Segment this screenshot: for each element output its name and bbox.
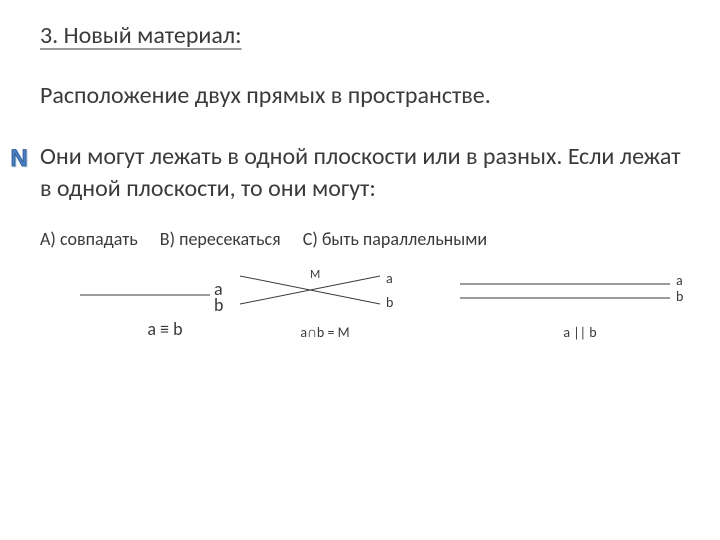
label-b: b <box>214 294 223 316</box>
section-heading: 3. Новый материал: <box>40 20 686 52</box>
options-list: А) совпадать В) пересекаться С) быть пар… <box>40 228 686 250</box>
option-c: С) быть параллельными <box>303 228 487 250</box>
bullet-letter-icon: N <box>4 143 32 171</box>
bullet-letter-shadow: N <box>10 145 27 172</box>
label-a-int: a <box>386 270 393 287</box>
diagram-intersect: M a b a∩b = M <box>240 272 410 341</box>
option-a: А) совпадать <box>40 228 138 250</box>
caption-intersect: a∩b = M <box>240 324 410 341</box>
diagram-coincide: a b a ≡ b <box>80 272 240 340</box>
label-b-par: b <box>676 288 683 305</box>
diagrams-row: a b a ≡ b M a b a∩b = M <box>40 272 686 392</box>
body-text: Они могут лежать в одной плоскости или в… <box>40 142 681 203</box>
subtitle: Расположение двух прямых в пространстве. <box>40 80 686 112</box>
label-a-par: a <box>676 272 683 289</box>
caption-coincide: a ≡ b <box>80 318 240 340</box>
option-b: В) пересекаться <box>160 228 281 250</box>
caption-parallel: a || b <box>460 324 700 341</box>
main-body: N Они могут лежать в одной плоскости или… <box>40 141 686 206</box>
label-m: M <box>310 268 320 282</box>
label-b-int: b <box>386 294 393 311</box>
diagram-parallel: a b a || b <box>460 272 700 341</box>
